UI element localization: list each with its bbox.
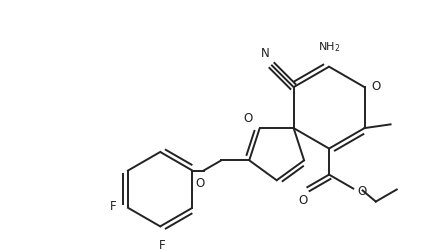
Text: F: F — [110, 200, 117, 212]
Text: O: O — [243, 112, 252, 125]
Text: NH$_2$: NH$_2$ — [318, 40, 340, 54]
Text: O: O — [298, 194, 307, 206]
Text: O: O — [357, 184, 366, 197]
Text: O: O — [371, 80, 380, 92]
Text: O: O — [195, 176, 204, 190]
Text: N: N — [261, 47, 270, 60]
Text: F: F — [159, 238, 165, 250]
